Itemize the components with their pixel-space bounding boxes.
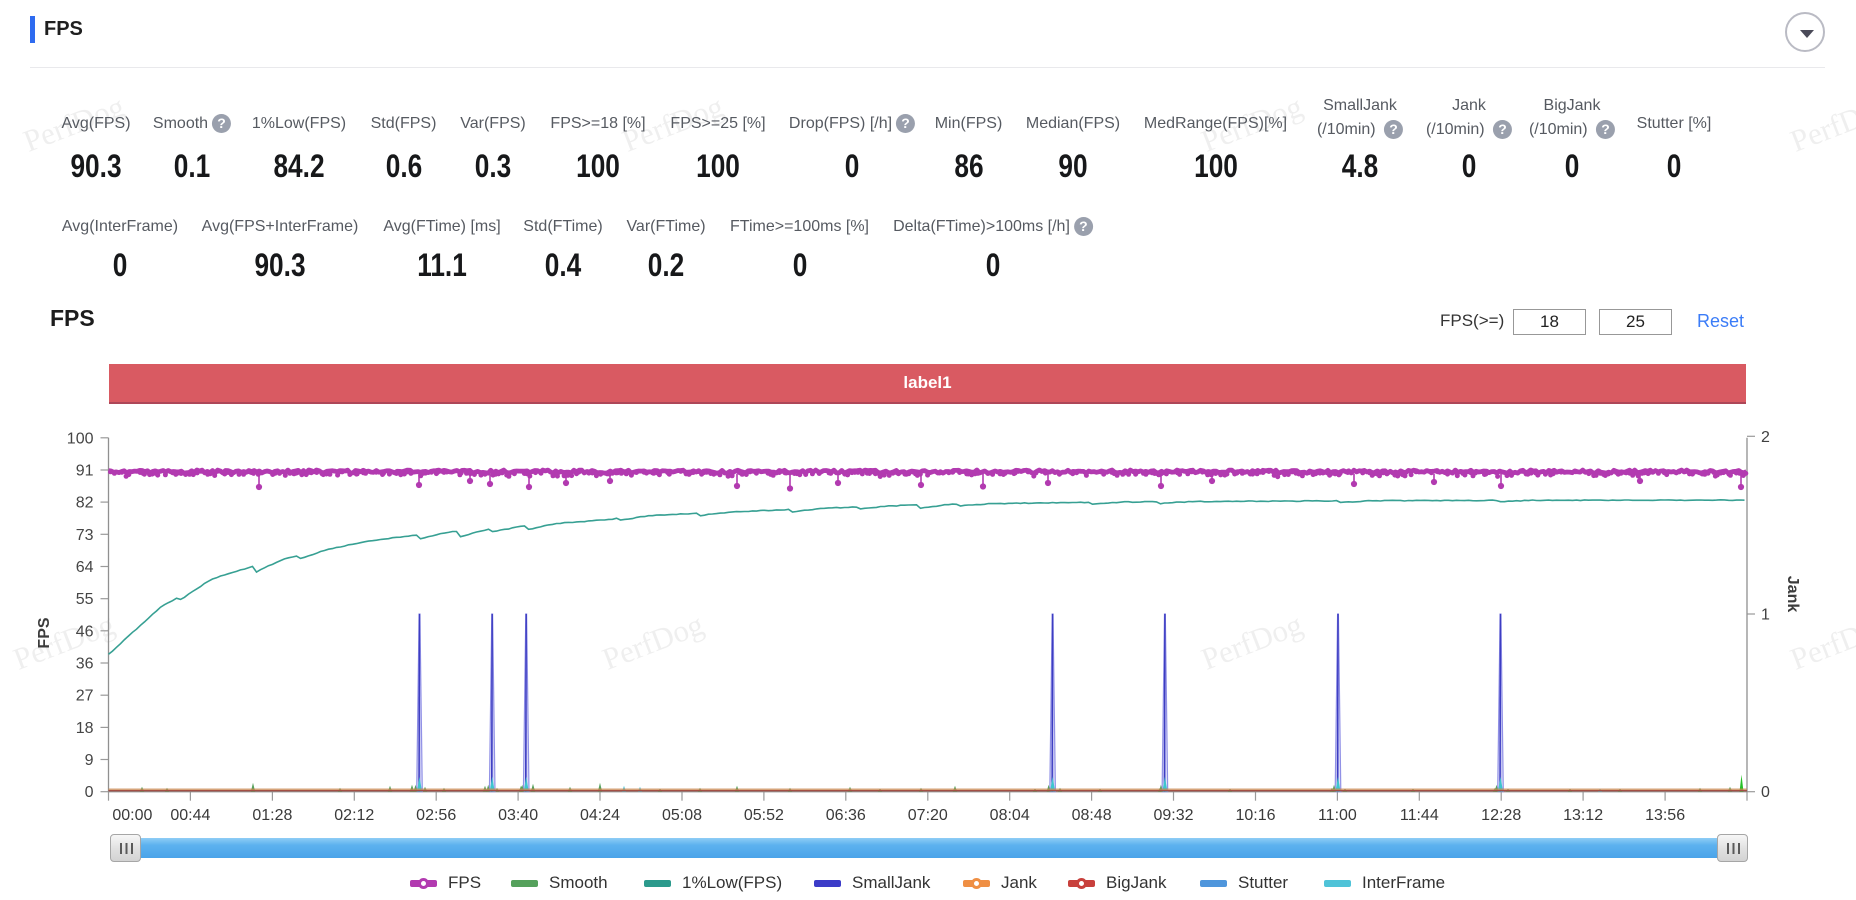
svg-text:36: 36	[76, 656, 94, 673]
svg-text:13:12: 13:12	[1563, 807, 1603, 824]
svg-text:91: 91	[76, 463, 94, 480]
svg-text:55: 55	[76, 591, 94, 608]
svg-text:08:48: 08:48	[1072, 807, 1112, 824]
svg-text:05:08: 05:08	[662, 807, 702, 824]
svg-text:27: 27	[76, 688, 94, 705]
svg-text:02:12: 02:12	[334, 807, 374, 824]
svg-text:FPS: FPS	[36, 617, 53, 648]
svg-text:Jank: Jank	[1784, 576, 1801, 613]
svg-text:12:28: 12:28	[1481, 807, 1521, 824]
svg-text:18: 18	[76, 720, 94, 737]
svg-text:0: 0	[1761, 784, 1770, 801]
svg-text:1: 1	[1761, 607, 1770, 624]
svg-text:82: 82	[76, 495, 94, 512]
svg-text:08:04: 08:04	[990, 807, 1030, 824]
svg-text:0: 0	[85, 784, 94, 801]
svg-text:2: 2	[1761, 429, 1770, 446]
svg-text:46: 46	[76, 623, 94, 640]
svg-text:04:24: 04:24	[580, 807, 620, 824]
svg-text:64: 64	[76, 559, 94, 576]
svg-text:13:56: 13:56	[1645, 807, 1685, 824]
svg-text:09:32: 09:32	[1153, 807, 1193, 824]
svg-text:100: 100	[67, 430, 94, 447]
svg-text:9: 9	[85, 752, 94, 769]
svg-text:05:52: 05:52	[744, 807, 784, 824]
svg-text:06:36: 06:36	[826, 807, 866, 824]
svg-text:00:00: 00:00	[112, 807, 152, 824]
svg-text:07:20: 07:20	[908, 807, 948, 824]
svg-text:02:56: 02:56	[416, 807, 456, 824]
svg-text:11:44: 11:44	[1400, 807, 1439, 824]
svg-text:73: 73	[76, 527, 94, 544]
svg-text:10:16: 10:16	[1235, 807, 1275, 824]
svg-text:00:44: 00:44	[170, 807, 210, 824]
svg-text:11:00: 11:00	[1318, 807, 1357, 824]
svg-text:03:40: 03:40	[498, 807, 538, 824]
svg-text:01:28: 01:28	[252, 807, 292, 824]
